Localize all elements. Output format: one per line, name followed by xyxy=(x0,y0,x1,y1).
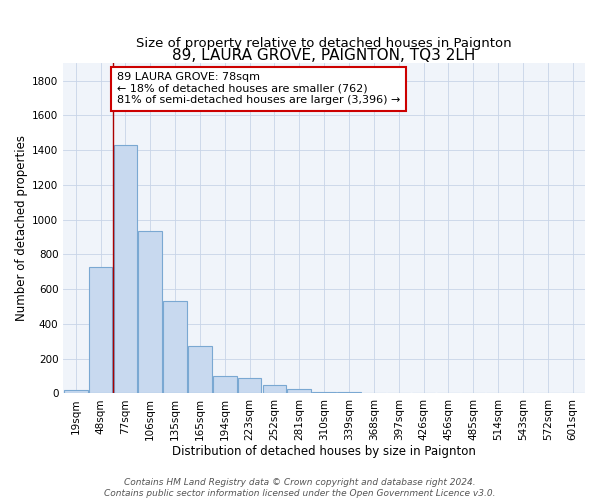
Bar xyxy=(139,231,162,394)
Text: Contains HM Land Registry data © Crown copyright and database right 2024.
Contai: Contains HM Land Registry data © Crown c… xyxy=(104,478,496,498)
Text: Size of property relative to detached houses in Paignton: Size of property relative to detached ho… xyxy=(136,37,512,50)
X-axis label: Distribution of detached houses by size in Paignton: Distribution of detached houses by size … xyxy=(172,444,476,458)
Bar xyxy=(313,392,336,394)
Bar xyxy=(213,376,236,394)
Bar xyxy=(89,266,112,394)
Bar xyxy=(113,145,137,394)
Bar xyxy=(163,302,187,394)
Bar xyxy=(287,389,311,394)
Bar xyxy=(188,346,212,394)
Bar xyxy=(263,384,286,394)
Bar xyxy=(64,390,88,394)
Text: 89 LAURA GROVE: 78sqm
← 18% of detached houses are smaller (762)
81% of semi-det: 89 LAURA GROVE: 78sqm ← 18% of detached … xyxy=(116,72,400,106)
Y-axis label: Number of detached properties: Number of detached properties xyxy=(15,136,28,322)
Bar xyxy=(337,392,361,394)
Title: 89, LAURA GROVE, PAIGNTON, TQ3 2LH: 89, LAURA GROVE, PAIGNTON, TQ3 2LH xyxy=(172,48,476,64)
Bar xyxy=(238,378,262,394)
